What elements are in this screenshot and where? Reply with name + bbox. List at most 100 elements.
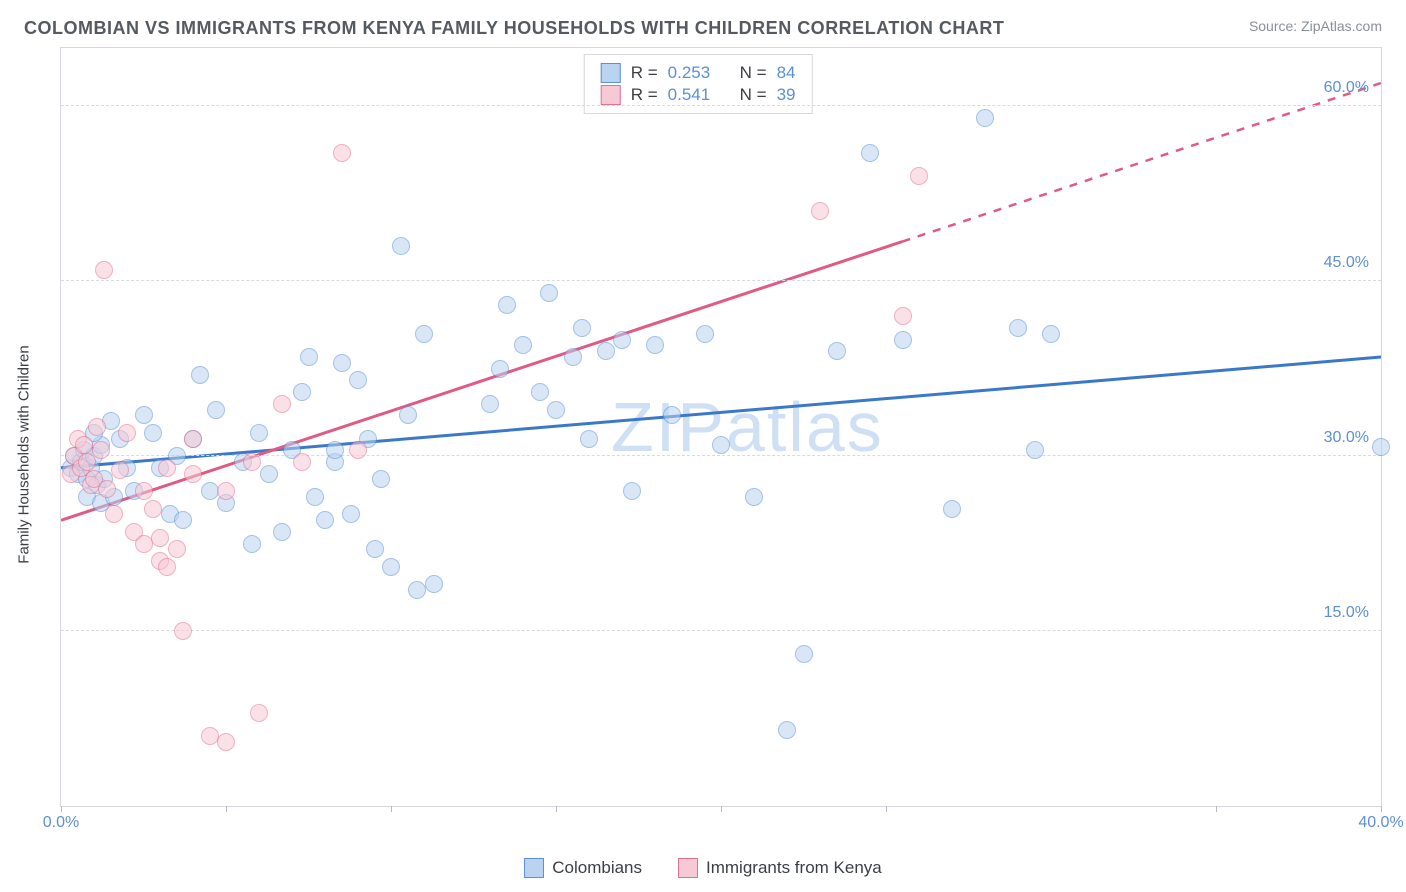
swatch-kenya <box>601 85 621 105</box>
x-tick <box>61 806 62 812</box>
legend-label: Immigrants from Kenya <box>706 858 882 878</box>
data-point <box>191 366 209 384</box>
data-point <box>293 453 311 471</box>
data-point <box>745 488 763 506</box>
data-point <box>250 424 268 442</box>
data-point <box>712 436 730 454</box>
data-point <box>491 360 509 378</box>
data-point <box>158 558 176 576</box>
data-point <box>333 354 351 372</box>
data-point <box>75 436 93 454</box>
data-point <box>795 645 813 663</box>
swatch-colombians <box>601 63 621 83</box>
data-point <box>92 441 110 459</box>
data-point <box>342 505 360 523</box>
data-point <box>811 202 829 220</box>
data-point <box>646 336 664 354</box>
data-point <box>514 336 532 354</box>
data-point <box>118 424 136 442</box>
gridline-h <box>61 105 1381 106</box>
data-point <box>481 395 499 413</box>
gridline-h <box>61 630 1381 631</box>
data-point <box>95 261 113 279</box>
data-point <box>98 480 116 498</box>
y-tick-label: 45.0% <box>1324 254 1369 272</box>
data-point <box>498 296 516 314</box>
data-point <box>184 465 202 483</box>
data-point <box>663 406 681 424</box>
source-name: ZipAtlas.com <box>1301 18 1382 34</box>
data-point <box>861 144 879 162</box>
data-point <box>415 325 433 343</box>
data-point <box>250 704 268 722</box>
data-point <box>217 733 235 751</box>
stat-N-label: N = <box>740 63 767 83</box>
data-point <box>300 348 318 366</box>
data-point <box>184 430 202 448</box>
data-point <box>243 535 261 553</box>
stat-R-label: R = <box>631 85 658 105</box>
data-point <box>366 540 384 558</box>
data-point <box>828 342 846 360</box>
y-tick-label: 60.0% <box>1324 79 1369 97</box>
data-point <box>217 482 235 500</box>
legend-swatch-kenya <box>678 858 698 878</box>
data-point <box>135 406 153 424</box>
x-tick-label: 40.0% <box>1358 814 1403 832</box>
data-point <box>564 348 582 366</box>
data-point <box>260 465 278 483</box>
data-point <box>243 453 261 471</box>
data-point <box>201 482 219 500</box>
data-point <box>531 383 549 401</box>
data-point <box>597 342 615 360</box>
data-point <box>326 441 344 459</box>
x-tick <box>556 806 557 812</box>
data-point <box>158 459 176 477</box>
data-point <box>174 622 192 640</box>
data-point <box>408 581 426 599</box>
data-point <box>696 325 714 343</box>
chart-header: COLOMBIAN VS IMMIGRANTS FROM KENYA FAMIL… <box>0 0 1406 47</box>
data-point <box>1026 441 1044 459</box>
data-point <box>613 331 631 349</box>
data-point <box>207 401 225 419</box>
source-label: Source: <box>1249 18 1297 34</box>
gridline-h <box>61 280 1381 281</box>
data-point <box>382 558 400 576</box>
legend-swatch-colombians <box>524 858 544 878</box>
data-point <box>778 721 796 739</box>
stat-N-label: N = <box>740 85 767 105</box>
x-tick <box>886 806 887 812</box>
data-point <box>273 523 291 541</box>
data-point <box>111 461 129 479</box>
source-attribution: Source: ZipAtlas.com <box>1249 18 1382 34</box>
data-point <box>1372 438 1390 456</box>
data-point <box>135 535 153 553</box>
data-point <box>333 144 351 162</box>
data-point <box>293 383 311 401</box>
y-tick-label: 15.0% <box>1324 604 1369 622</box>
data-point <box>316 511 334 529</box>
data-point <box>580 430 598 448</box>
data-point <box>144 500 162 518</box>
stat-R-value: 0.253 <box>668 63 711 83</box>
data-point <box>201 727 219 745</box>
y-axis-label: Family Households with Children <box>16 345 33 563</box>
data-point <box>1009 319 1027 337</box>
data-point <box>105 505 123 523</box>
data-point <box>910 167 928 185</box>
stat-R-value: 0.541 <box>668 85 711 105</box>
data-point <box>349 371 367 389</box>
stat-R-label: R = <box>631 63 658 83</box>
stat-N-value: 84 <box>777 63 796 83</box>
data-point <box>894 331 912 349</box>
data-point <box>174 511 192 529</box>
data-point <box>623 482 641 500</box>
chart-plot-area: ZIPatlas R = 0.253 N = 84 R = 0.541 N = … <box>60 47 1382 807</box>
series-legend: Colombians Immigrants from Kenya <box>0 858 1406 878</box>
legend-label: Colombians <box>552 858 642 878</box>
data-point <box>392 237 410 255</box>
stats-row-kenya: R = 0.541 N = 39 <box>601 85 796 105</box>
data-point <box>976 109 994 127</box>
data-point <box>425 575 443 593</box>
